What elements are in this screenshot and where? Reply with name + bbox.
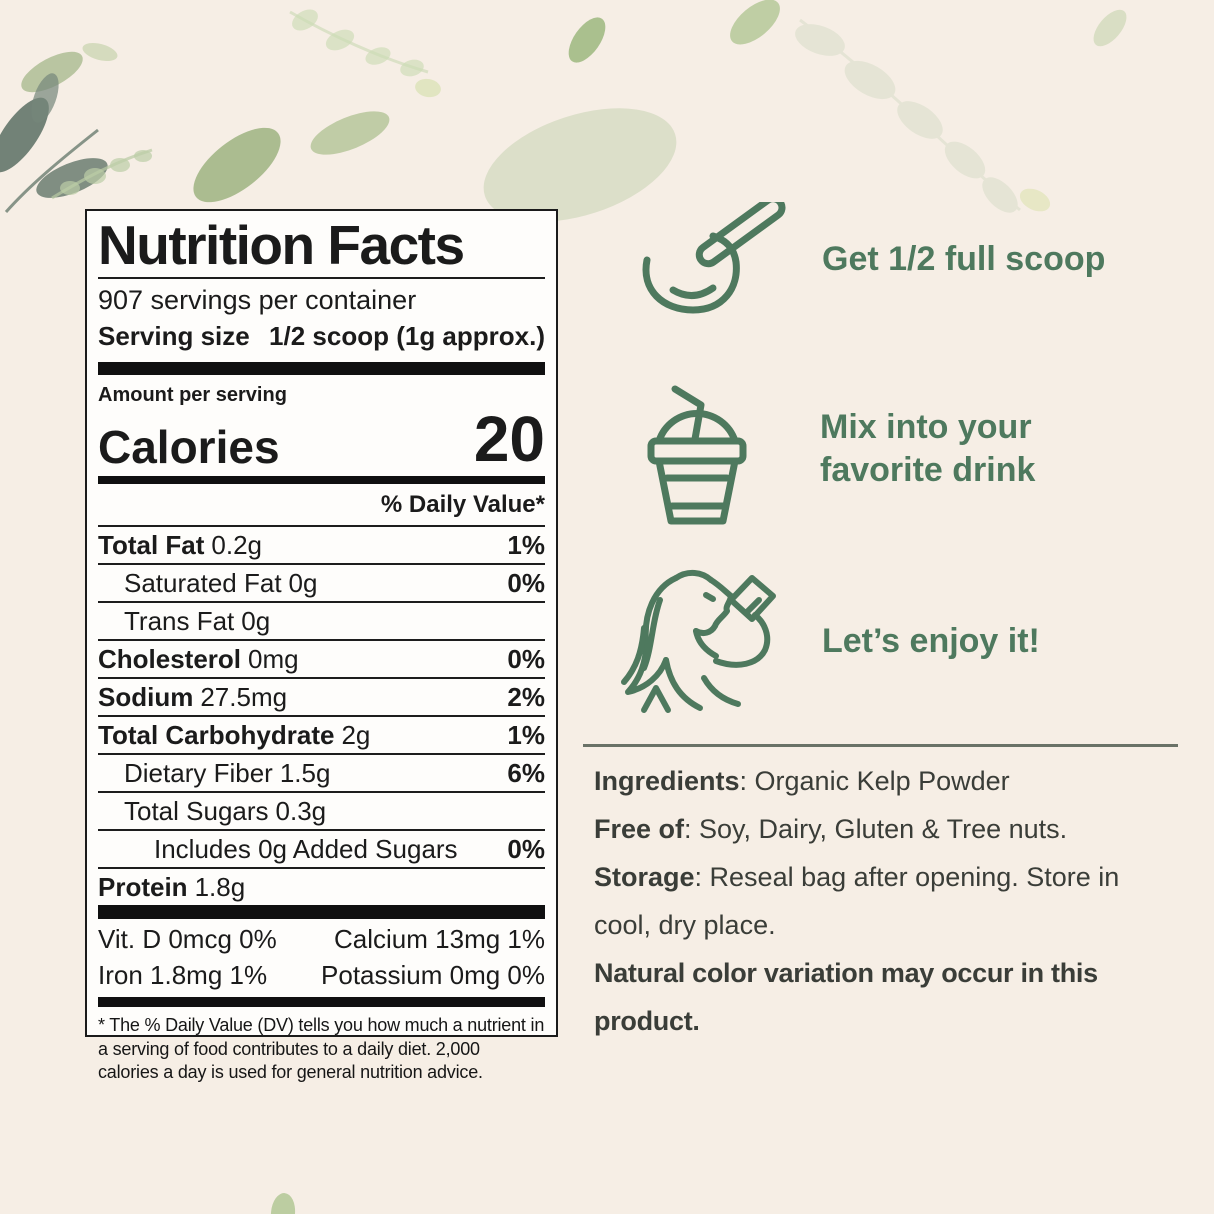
calories-row: Calories 20 (98, 402, 545, 475)
amount-per-serving: Amount per serving (98, 383, 287, 406)
drinking-person-icon (616, 566, 791, 726)
thick-divider (98, 997, 545, 1008)
step-1-text: Get 1/2 full scoop (822, 240, 1106, 278)
free-of-line: Free of: Soy, Dairy, Gluten & Tree nuts. (594, 814, 1068, 844)
divider (98, 277, 545, 280)
nutrient-row-total-carbohydrate: Total Carbohydrate 2g 1% (98, 717, 545, 756)
drink-cup-icon (645, 381, 750, 529)
nutrient-row-saturated-fat: Saturated Fat 0g 0% (98, 565, 545, 604)
product-details: Ingredients: Organic Kelp Powder Free of… (594, 757, 1154, 1045)
nutrient-row-dietary-fiber: Dietary Fiber 1.5g 6% (98, 755, 545, 794)
color-variation-note: Natural color variation may occur in thi… (594, 958, 1098, 1036)
micronutrient-row: Iron 1.8mg 1% Potassium 0mg 0% (98, 959, 545, 990)
nutrient-row-added-sugars: Includes 0g Added Sugars 0% (98, 831, 545, 870)
micronutrient-row: Vit. D 0mcg 0% Calcium 13mg 1% (98, 923, 545, 954)
scoop-icon (633, 202, 788, 327)
calories-label: Calories (98, 420, 280, 473)
serving-size-value: 1/2 scoop (1g approx.) (269, 320, 545, 351)
calories-value: 20 (473, 402, 545, 475)
nutrition-facts-label: Nutrition Facts 907 servings per contain… (85, 209, 558, 1082)
micronutrients: Vit. D 0mcg 0% Calcium 13mg 1% Iron 1.8m… (98, 919, 545, 995)
thick-divider (98, 476, 545, 485)
step-2-text: Mix into your favorite drink (820, 408, 1036, 489)
nutrient-row-total-fat: Total Fat 0.2g 1% (98, 527, 545, 566)
nutrient-row-total-sugars: Total Sugars 0.3g (98, 793, 545, 832)
ingredients-line: Ingredients: Organic Kelp Powder (594, 766, 1010, 796)
serving-size-row: Serving size 1/2 scoop (1g approx.) (98, 321, 545, 362)
storage-line: Storage: Reseal bag after opening. Store… (594, 862, 1120, 940)
nutrient-row-sodium: Sodium 27.5mg 2% (98, 679, 545, 718)
thick-divider (98, 905, 545, 920)
divider (583, 744, 1178, 747)
nutrient-row-cholesterol: Cholesterol 0mg 0% (98, 641, 545, 680)
daily-value-header: % Daily Value* (98, 484, 545, 528)
serving-size-label: Serving size (98, 320, 250, 351)
step-3-text: Let’s enjoy it! (822, 622, 1040, 660)
daily-value-footnote: * The % Daily Value (DV) tells you how m… (98, 1015, 545, 1083)
nutrient-row-trans-fat: Trans Fat 0g (98, 603, 545, 642)
servings-per-container: 907 servings per container (98, 285, 417, 316)
nutrition-facts-title: Nutrition Facts (98, 214, 465, 276)
thick-divider (98, 361, 545, 375)
nutrient-row-protein: Protein 1.8g (98, 871, 246, 902)
